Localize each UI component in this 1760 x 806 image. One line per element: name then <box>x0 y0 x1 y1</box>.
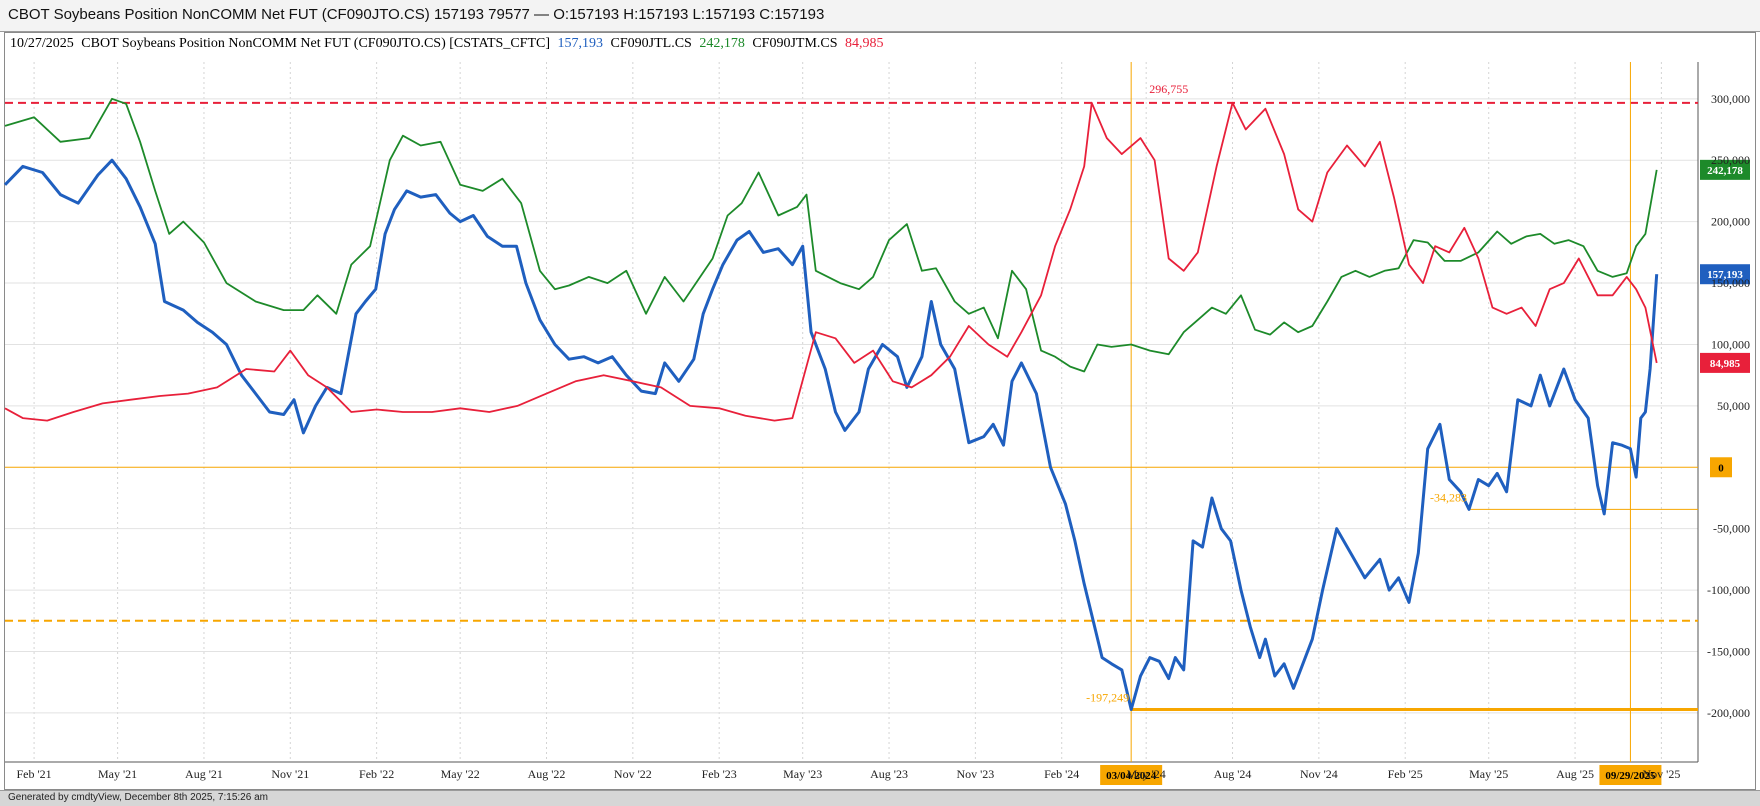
x-tick-label: Feb '25 <box>1388 767 1423 781</box>
x-tick-label: Feb '23 <box>702 767 737 781</box>
last-value-tag-label: 84,985 <box>1710 358 1741 370</box>
x-tick-label: May '24 <box>1127 767 1166 781</box>
chart-plot[interactable]: 296,755 0 -197,249 -34,283 03/04/2024 09/29/2… <box>0 32 1760 790</box>
x-tick-label: Nov '25 <box>1642 767 1680 781</box>
series-line-cf090jtm-cs <box>4 101 1658 422</box>
status-footer: Generated by cmdtyView, December 8th 202… <box>0 790 1760 806</box>
date-marker-label: 09/29/2025 <box>1605 770 1656 782</box>
generated-by-text: Generated by cmdtyView, December 8th 202… <box>8 792 268 803</box>
axes <box>5 62 1699 763</box>
x-tick-label: Nov '24 <box>1300 767 1338 781</box>
x-tick-label: Feb '22 <box>359 767 394 781</box>
x-tick-label: Nov '23 <box>956 767 994 781</box>
series-line-cf090jtl-cs <box>4 97 1658 373</box>
zero-value-tag <box>1710 457 1732 478</box>
x-tick-label: Nov '22 <box>614 767 652 781</box>
x-tick-label: Feb '24 <box>1044 767 1079 781</box>
last-value-tag-label: 157,193 <box>1707 269 1743 281</box>
x-tick-label: Aug '22 <box>528 767 566 781</box>
series-line-cf090jto-cs <box>3 158 1659 711</box>
x-tick-label: May '22 <box>441 767 480 781</box>
chart-legend: 10/27/2025 CBOT Soybeans Position NonCOM… <box>10 36 888 52</box>
x-tick-label: Aug '21 <box>185 767 223 781</box>
zero-value-tag-label: 0 <box>1718 462 1724 474</box>
series-lines <box>3 97 1659 711</box>
x-tick-label: May '25 <box>1469 767 1508 781</box>
x-tick-label: Feb '21 <box>17 767 52 781</box>
last-value-tag <box>1700 352 1750 373</box>
date-marker-tag <box>1599 765 1662 785</box>
last-value-tag <box>1700 264 1750 285</box>
window-title: CBOT Soybeans Position NonCOMM Net FUT (… <box>8 6 825 23</box>
x-tick-label: May '23 <box>783 767 822 781</box>
grid-lines <box>5 62 1698 762</box>
y-tick-label: 150,000 <box>1711 276 1750 290</box>
annotations: 296,755 0 -197,249 -34,283 03/04/2024 09/29/2… <box>1086 82 1750 785</box>
y-tick-label: 300,000 <box>1711 92 1750 106</box>
legend-name-JTM: CF090JTM.CS <box>752 36 838 51</box>
x-tick-label: Aug '25 <box>1556 767 1594 781</box>
y-tick-label: -100,000 <box>1707 583 1750 597</box>
reference-lines <box>5 62 1698 762</box>
x-tick-label: Aug '24 <box>1214 767 1252 781</box>
legend-value-JTL: 242,178 <box>699 36 745 51</box>
x-tick-label: Aug '23 <box>870 767 908 781</box>
y-tick-label: 250,000 <box>1711 153 1750 167</box>
reference-line-label: -197,249 <box>1086 690 1129 704</box>
y-tick-label: -200,000 <box>1707 706 1750 720</box>
date-marker-label: 03/04/2024 <box>1106 770 1157 782</box>
last-value-tag <box>1700 159 1750 180</box>
legend-value-JTM: 84,985 <box>845 36 884 51</box>
date-marker-tag <box>1100 765 1163 785</box>
reference-line-label: 296,755 <box>1149 82 1188 96</box>
last-value-tag-label: 242,178 <box>1707 165 1743 177</box>
y-tick-label: -50,000 <box>1713 522 1750 536</box>
y-tick-label: 100,000 <box>1711 337 1750 351</box>
legend-title: CBOT Soybeans Position NonCOMM Net FUT (… <box>81 36 551 51</box>
window-titlebar: CBOT Soybeans Position NonCOMM Net FUT (… <box>0 0 1760 32</box>
y-tick-label: 200,000 <box>1711 215 1750 229</box>
tick-labels: Feb '21 May '21 Aug '21 Nov '21 Feb '22 May '… <box>17 92 1750 781</box>
y-tick-label: 50,000 <box>1717 399 1750 413</box>
legend-value-JTO: 157,193 <box>557 36 604 51</box>
legend-name-JTL: CF090JTL.CS <box>610 36 692 51</box>
x-tick-label: Nov '21 <box>271 767 309 781</box>
y-tick-label: -150,000 <box>1707 644 1750 658</box>
reference-line-label: -34,283 <box>1430 490 1467 504</box>
legend-date: 10/27/2025 <box>10 36 74 51</box>
x-tick-label: May '21 <box>98 767 137 781</box>
